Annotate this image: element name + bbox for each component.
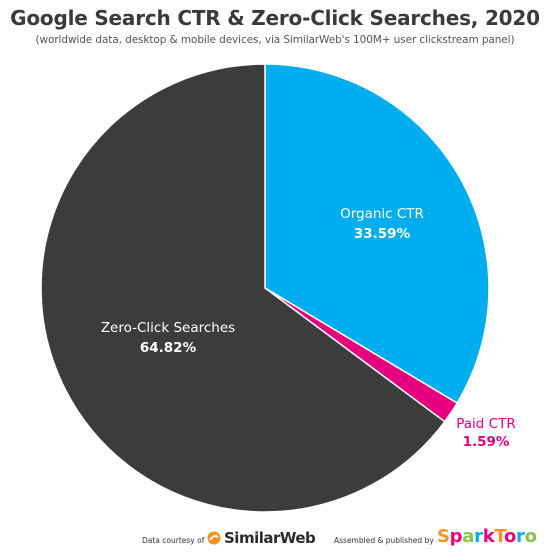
pie-labels: Organic CTR 33.59% Paid CTR 1.59% Zero-Click… bbox=[101, 206, 516, 450]
sparktoro-logo-letter: o bbox=[524, 526, 537, 547]
footer: Data courtesy of SimilarWeb Assembled & … bbox=[0, 526, 550, 550]
sparktoro-logo-letter: r bbox=[474, 526, 483, 547]
sparktoro-logo-letter: a bbox=[462, 526, 475, 547]
similarweb-logo-text: SimilarWeb bbox=[224, 529, 316, 547]
slice-value-label: 1.59% bbox=[463, 434, 510, 450]
sparktoro-logo-letter: r bbox=[516, 526, 525, 547]
sparktoro-logo-letter: T bbox=[494, 526, 504, 547]
data-courtesy-text: Data courtesy of bbox=[142, 536, 205, 545]
chart-title: Google Search CTR & Zero-Click Searches,… bbox=[10, 6, 540, 30]
slice-label: Organic CTR bbox=[340, 206, 424, 222]
pie-slice-zero-click-searches bbox=[40, 63, 446, 513]
sparktoro-logo-letter: k bbox=[482, 526, 495, 547]
assembled-by-text: Assembled & published by bbox=[334, 536, 434, 545]
slice-value-label: 33.59% bbox=[354, 226, 411, 242]
slice-label: Paid CTR bbox=[456, 416, 515, 432]
sparktoro-logo-letter: o bbox=[503, 526, 517, 547]
chart-subtitle: (worldwide data, desktop & mobile device… bbox=[35, 34, 515, 46]
sparktoro-logo-letter: S bbox=[437, 526, 450, 547]
pie-slices bbox=[40, 63, 490, 513]
sparktoro-logo: SparkToro bbox=[437, 526, 537, 547]
sparktoro-logo-letter: p bbox=[449, 526, 463, 547]
slice-value-label: 64.82% bbox=[140, 340, 197, 356]
similarweb-logo-icon bbox=[207, 531, 221, 545]
pie-slice-organic-ctr bbox=[264, 63, 490, 405]
slice-label: Zero-Click Searches bbox=[101, 320, 235, 336]
